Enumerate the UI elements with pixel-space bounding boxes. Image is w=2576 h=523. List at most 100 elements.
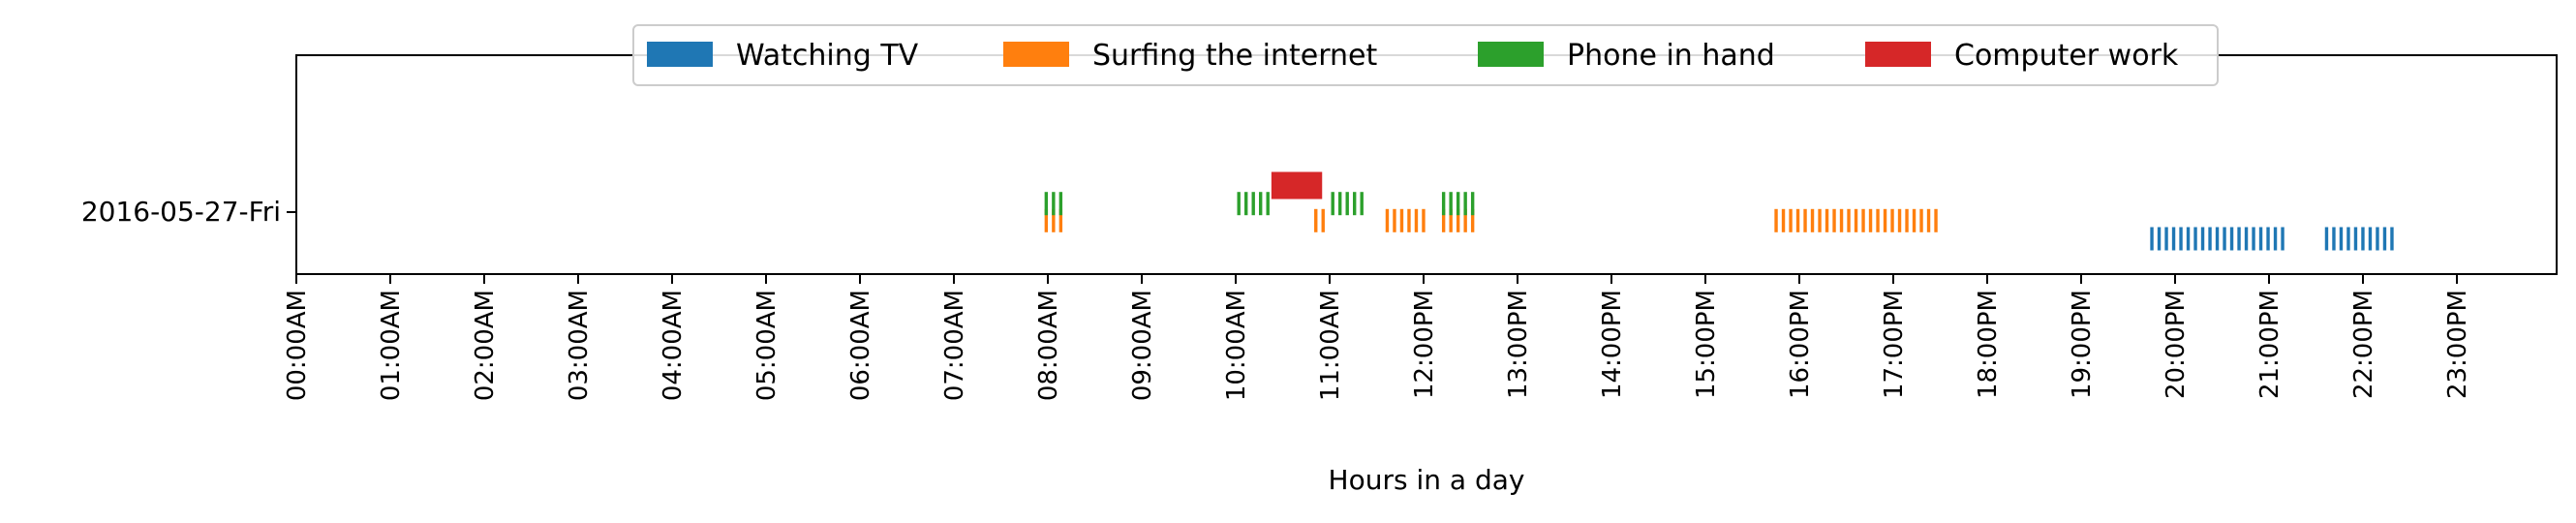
x-tick-label: 17:00PM	[1880, 290, 1909, 399]
interval-tick	[1897, 208, 1902, 232]
interval-tick	[1422, 208, 1426, 232]
interval-tick	[1774, 208, 1778, 232]
legend-item: Computer work	[1865, 39, 2179, 73]
x-tick-label: 04:00AM	[659, 290, 688, 401]
interval-tick	[1441, 208, 1446, 232]
x-tick-label: 01:00AM	[377, 290, 406, 401]
x-tick-label: 08:00AM	[1034, 290, 1063, 401]
legend-item: Watching TV	[647, 39, 919, 73]
interval-tick	[1926, 208, 1931, 232]
x-tick-label: 19:00PM	[2068, 290, 2097, 399]
x-tick-label: 07:00AM	[940, 290, 969, 401]
interval-tick	[2215, 227, 2220, 251]
x-tick-label: 00:00AM	[283, 290, 312, 401]
interval-tick	[1789, 208, 1793, 232]
interval-tick	[2171, 227, 2176, 251]
legend-label: Phone in hand	[1567, 39, 1775, 73]
x-tick-label: 14:00PM	[1598, 290, 1627, 399]
legend-box	[632, 24, 2219, 86]
x-tick-label: 09:00AM	[1128, 290, 1157, 401]
interval-tick	[1449, 192, 1453, 216]
interval-tick	[1781, 208, 1786, 232]
x-tick-label: 11:00AM	[1316, 290, 1345, 401]
series-computer-work	[1271, 171, 1323, 200]
interval-tick	[2273, 227, 2278, 251]
interval-tick	[1470, 192, 1475, 216]
interval-tick	[1795, 208, 1800, 232]
legend-swatch	[647, 42, 713, 67]
interval-tick	[2266, 227, 2270, 251]
interval-tick	[1456, 208, 1460, 232]
interval-tick	[1934, 208, 1938, 232]
x-tick-label: 10:00AM	[1222, 290, 1251, 401]
interval-tick	[2353, 227, 2358, 251]
interval-tick	[1839, 208, 1844, 232]
interval-tick	[1058, 192, 1063, 216]
interval-tick	[1456, 192, 1460, 216]
legend-item: Surfing the internet	[1003, 39, 1377, 73]
interval-tick	[1266, 192, 1270, 216]
interval-tick	[2244, 227, 2249, 251]
interval-tick	[1854, 208, 1858, 232]
interval-tick	[1353, 192, 1357, 216]
interval-tick	[1052, 208, 1056, 232]
x-tick-label: 22:00PM	[2349, 290, 2378, 399]
interval-tick	[2157, 227, 2162, 251]
y-tick-label: 2016-05-27-Fri	[81, 196, 281, 228]
interval-tick	[2324, 227, 2329, 251]
interval-tick	[1360, 192, 1364, 216]
interval-tick	[2193, 227, 2197, 251]
interval-tick	[2332, 227, 2336, 251]
interval-tick	[2179, 227, 2183, 251]
x-tick-label: 20:00PM	[2162, 290, 2191, 399]
legend-label: Watching TV	[736, 39, 919, 73]
interval-tick	[2390, 227, 2394, 251]
interval-tick	[1803, 208, 1807, 232]
interval-tick	[2376, 227, 2379, 251]
interval-tick	[1314, 208, 1318, 232]
x-tick-label: 05:00AM	[752, 290, 782, 401]
interval-tick	[1868, 208, 1873, 232]
interval-tick	[1912, 208, 1917, 232]
interval-tick	[1259, 192, 1263, 216]
legend-swatch	[1865, 42, 1931, 67]
interval-tick	[2339, 227, 2344, 251]
interval-tick	[1832, 208, 1836, 232]
interval-tick	[1449, 208, 1453, 232]
interval-tick	[2258, 227, 2263, 251]
x-tick-label: 13:00PM	[1504, 290, 1533, 399]
interval-tick	[2223, 227, 2226, 251]
x-tick-label: 18:00PM	[1974, 290, 2003, 399]
legend-swatch	[1003, 42, 1069, 67]
interval-tick	[2382, 227, 2387, 251]
interval-tick	[2281, 227, 2285, 251]
x-tick-label: 03:00AM	[565, 290, 594, 401]
x-tick-label: 02:00AM	[471, 290, 500, 401]
interval-tick	[1407, 208, 1411, 232]
interval-tick	[1414, 208, 1419, 232]
x-axis: 00:00AM 01:00AM 02:00AM 03:00AM 04:00AM 05:00…	[283, 274, 2472, 401]
interval-tick	[1463, 208, 1467, 232]
interval-tick	[2186, 227, 2191, 251]
series-phone-in-hand	[1044, 192, 1475, 216]
series-surfing-the-internet	[1044, 208, 1938, 232]
interval-tick	[1237, 192, 1241, 216]
legend-label: Computer work	[1954, 39, 2179, 73]
interval-tick	[1058, 208, 1063, 232]
interval-tick	[2208, 227, 2212, 251]
interval-tick	[2164, 227, 2168, 251]
interval-tick	[1883, 208, 1887, 232]
x-axis-title: Hours in a day	[1329, 464, 1525, 496]
interval-tick	[1399, 208, 1404, 232]
interval-tick	[2361, 227, 2365, 251]
interval-tick	[2346, 227, 2350, 251]
interval-tick	[2252, 227, 2255, 251]
interval-tick	[1905, 208, 1909, 232]
interval-tick	[1393, 208, 1396, 232]
interval-tick	[1825, 208, 1829, 232]
interval-tick	[1044, 208, 1049, 232]
x-tick-label: 12:00PM	[1410, 290, 1439, 399]
x-tick-label: 16:00PM	[1786, 290, 1815, 399]
legend-item: Phone in hand	[1478, 39, 1775, 73]
